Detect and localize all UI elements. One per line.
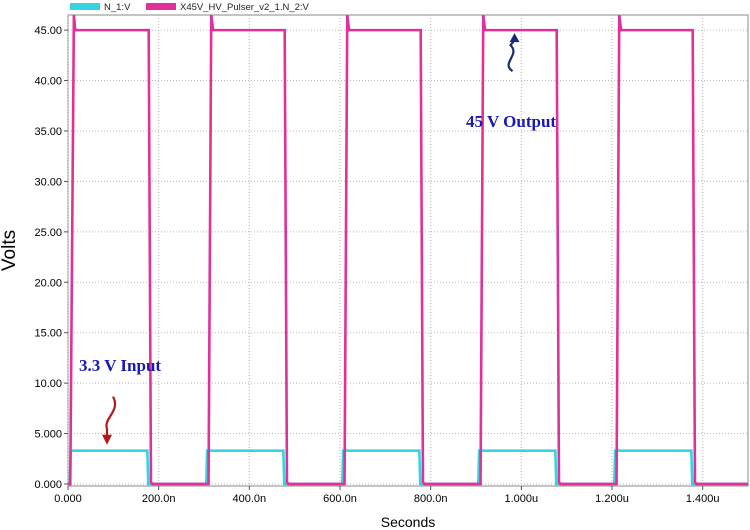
legend-label-2: X45V_HV_Pulser_v2_1.N_2:V	[180, 2, 310, 13]
tick-labels: 0.000 200.0n 400.0n 600.0n 800.0n 1.000u 1.200…	[34, 25, 719, 505]
y-tick-label: 10.00	[34, 378, 62, 390]
y-tick-label: 0.000	[34, 479, 62, 491]
series-line-1	[68, 449, 748, 486]
legend-label-1: N_1:V	[104, 2, 131, 13]
x-tick-label: 1.200u	[595, 493, 629, 505]
x-tick-label: 600.0n	[323, 493, 357, 505]
output-annotation: 45 V Output	[466, 112, 556, 131]
y-tick-label: 20.00	[34, 277, 62, 289]
y-tick-label: 35.00	[34, 126, 62, 138]
legend-swatch-2	[146, 3, 176, 10]
y-axis-label: Volts	[0, 230, 20, 271]
y-tick-label: 45.00	[34, 25, 62, 37]
series-layer	[68, 14, 748, 486]
plot-area	[67, 14, 749, 487]
input-arrow	[105, 396, 116, 436]
input-arrow-head	[102, 434, 112, 445]
output-arrow	[507, 39, 516, 73]
input-annotation: 3.3 V Input	[79, 356, 161, 375]
x-tick-label: 200.0n	[142, 493, 176, 505]
legend-swatch-1	[70, 3, 100, 10]
series-line-2	[68, 14, 748, 486]
x-tick-label: 1.000u	[505, 493, 539, 505]
y-tick-label: 30.00	[34, 176, 62, 188]
x-tick-label: 800.0n	[414, 493, 448, 505]
x-tick-label: 400.0n	[233, 493, 267, 505]
y-tick-label: 5.000	[34, 429, 62, 441]
y-tick-label: 40.00	[34, 76, 62, 88]
y-tick-label: 15.00	[34, 328, 62, 340]
y-tick-label: 25.00	[34, 227, 62, 239]
output-arrow-head	[509, 33, 520, 43]
x-axis-label: Seconds	[381, 514, 435, 530]
grid	[67, 15, 748, 486]
x-tick-label: 1.400u	[686, 493, 720, 505]
legend: N_1:V X45V_HV_Pulser_v2_1.N_2:V	[70, 2, 310, 13]
annotations: 45 V Output 3.3 V Input	[79, 33, 556, 445]
x-tick-label: 0.000	[54, 493, 82, 505]
